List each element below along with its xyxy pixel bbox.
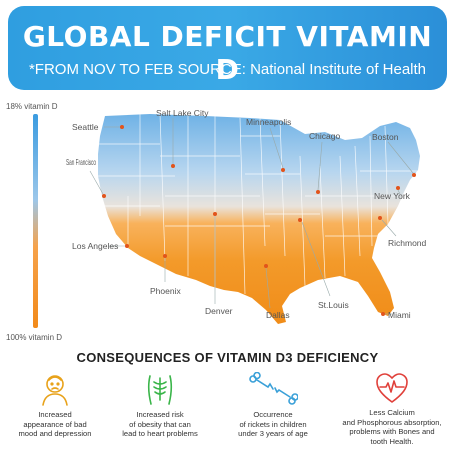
consequence-text: Occurrence of rickets in children under …: [238, 410, 308, 438]
city-phoenix: Phoenix: [150, 254, 181, 296]
city-st-louis: St.Louis: [298, 218, 349, 310]
consequence-item-mood: Increased appearance of bad mood and dep…: [0, 372, 110, 468]
city-label: Phoenix: [150, 286, 181, 296]
city-richmond: Richmond: [378, 216, 427, 248]
city-chicago: Chicago: [309, 131, 340, 194]
consequence-text: Increased appearance of bad mood and dep…: [18, 410, 92, 438]
page-subtitle: *FROM NOV TO FEB SOURCE: National Instit…: [28, 61, 427, 78]
heart-pulse-icon: [376, 373, 408, 403]
consequence-item-rickets: Occurrence of rickets in children under …: [218, 372, 328, 468]
city-salt-lake-city: Salt Lake City: [156, 108, 209, 168]
consequence-text: Increased risk of obesity that can lead …: [122, 410, 198, 438]
consequences-title: CONSEQUENCES OF VITAMIN D3 DEFICIENCY: [76, 350, 379, 365]
city-label: Dallas: [266, 310, 290, 320]
city-label: Salt Lake City: [156, 108, 209, 118]
city-label: Boston: [372, 132, 399, 142]
city-label: Miami: [388, 310, 411, 320]
usa-map-shape: [98, 114, 420, 324]
city-los-angeles: Los Angeles: [72, 241, 129, 251]
legend-bottom-label: 100% vitamin D: [6, 333, 63, 342]
body-obesity-icon: [147, 375, 173, 405]
city-boston: Boston: [372, 132, 416, 177]
city-label: Richmond: [388, 238, 427, 248]
city-label: St.Louis: [318, 300, 349, 310]
city-miami: Miami: [381, 310, 411, 320]
city-label: Minneapolis: [246, 117, 291, 127]
city-label: Seattle: [72, 122, 99, 132]
consequence-item-obesity: Increased risk of obesity that can lead …: [105, 372, 215, 468]
city-new-york: New York: [374, 186, 411, 201]
city-minneapolis: Minneapolis: [246, 117, 291, 172]
city-label: Los Angeles: [72, 241, 118, 251]
city-label: San Francisco: [66, 157, 96, 167]
city-denver: Denver: [205, 212, 233, 316]
sad-person-icon: [42, 375, 68, 406]
consequence-text: Less Calcium and Phosphorous absorption,…: [342, 408, 442, 446]
city-seattle: Seattle: [72, 122, 124, 132]
broken-bone-icon: [249, 372, 298, 405]
legend-top-label: 18% vitamin D: [6, 102, 58, 111]
city-label: Chicago: [309, 131, 340, 141]
legend-gradient-bar: [33, 114, 38, 328]
city-dallas: Dallas: [264, 264, 290, 320]
usa-map: Seattle Salt Lake City Minneapolis Chica…: [66, 108, 427, 324]
city-label: Denver: [205, 306, 233, 316]
city-san-francisco: San Francisco: [66, 157, 106, 198]
header-banner: GLOBAL DEFICIT VITAMIN D *FROM NOV TO FE…: [8, 6, 447, 90]
city-label: New York: [374, 191, 411, 201]
page-title: GLOBAL DEFICIT VITAMIN D: [22, 20, 433, 86]
consequence-item-calcium: Less Calcium and Phosphorous absorption,…: [333, 372, 451, 468]
